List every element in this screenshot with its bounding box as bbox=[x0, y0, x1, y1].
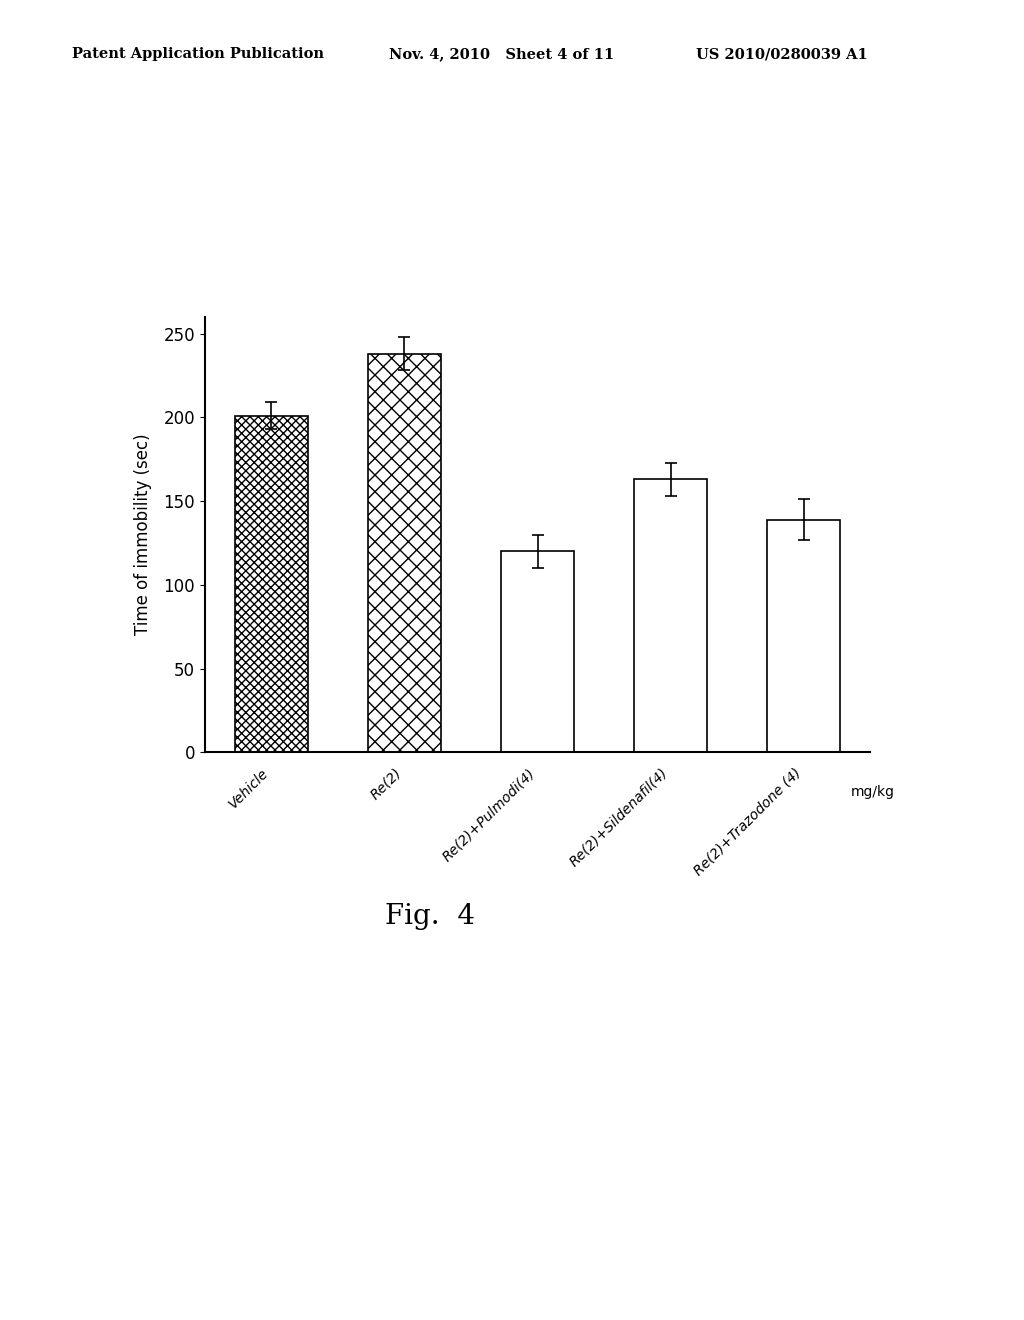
Bar bbox=[501, 552, 574, 752]
Y-axis label: Time of immobility (sec): Time of immobility (sec) bbox=[134, 434, 153, 635]
Text: Re(2)+Pulmodi(4): Re(2)+Pulmodi(4) bbox=[439, 766, 538, 863]
Text: Nov. 4, 2010   Sheet 4 of 11: Nov. 4, 2010 Sheet 4 of 11 bbox=[389, 48, 614, 61]
Text: US 2010/0280039 A1: US 2010/0280039 A1 bbox=[696, 48, 868, 61]
Bar bbox=[234, 416, 308, 752]
Text: mg/kg: mg/kg bbox=[851, 785, 895, 800]
Bar bbox=[767, 520, 841, 752]
Text: Patent Application Publication: Patent Application Publication bbox=[72, 48, 324, 61]
Text: Vehicle: Vehicle bbox=[226, 766, 271, 810]
Text: Re(2)+Sildenafil(4): Re(2)+Sildenafil(4) bbox=[567, 766, 671, 870]
Bar bbox=[634, 479, 708, 752]
Bar bbox=[368, 354, 441, 752]
Text: Fig.  4: Fig. 4 bbox=[385, 903, 475, 931]
Text: Re(2)+Trazodone (4): Re(2)+Trazodone (4) bbox=[691, 766, 804, 878]
Text: Re(2): Re(2) bbox=[368, 766, 404, 803]
